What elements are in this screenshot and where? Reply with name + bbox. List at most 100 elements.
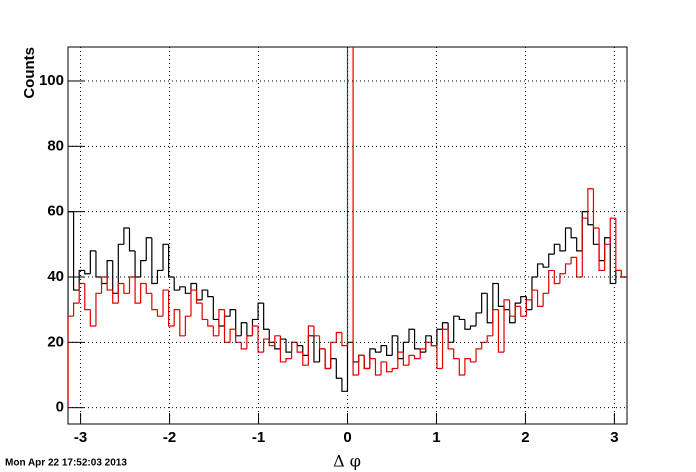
histogram-bin — [497, 283, 505, 307]
histogram-bin — [251, 325, 259, 336]
y-tick-label: 60 — [47, 203, 64, 220]
histogram-bin — [436, 328, 443, 346]
histogram-bin — [413, 329, 421, 350]
histogram-bin — [268, 329, 275, 343]
histogram-bin — [156, 309, 164, 317]
y-tick-label: 0 — [56, 399, 64, 416]
histogram-bin — [263, 338, 270, 353]
histogram-bin — [218, 319, 225, 327]
histogram-bin — [402, 352, 409, 366]
histogram-bin — [201, 303, 208, 321]
histogram-bin — [453, 315, 460, 343]
y-tick-label: 80 — [47, 137, 64, 154]
x-tick-label: -1 — [252, 429, 265, 446]
y-tick-label: 20 — [47, 333, 64, 350]
histogram-bin — [257, 325, 264, 353]
histogram-bin — [352, 47, 359, 376]
histogram-bin — [553, 243, 560, 255]
histogram-bin — [564, 263, 572, 274]
y-tick-label: 40 — [47, 268, 64, 285]
histogram-bin — [145, 237, 152, 261]
histogram-bin — [581, 217, 588, 277]
histogram-bin — [84, 283, 91, 311]
histogram-bin — [531, 276, 538, 310]
histogram-bin — [391, 335, 398, 356]
histogram-bin — [307, 335, 314, 356]
histogram-bin — [346, 47, 349, 346]
histogram-bin — [486, 335, 493, 343]
histogram-bin — [458, 358, 465, 376]
histogram-bin — [117, 282, 124, 304]
histogram-bin — [68, 315, 74, 408]
histogram-bin — [358, 354, 365, 375]
histogram-bin — [296, 342, 303, 353]
histogram-bin — [520, 295, 527, 304]
histogram-bin — [542, 263, 549, 268]
histogram-bin — [408, 328, 415, 343]
histogram-bin — [548, 253, 555, 268]
histogram-bin — [201, 289, 208, 300]
histogram-bin — [413, 355, 421, 360]
histogram-bin — [335, 358, 342, 379]
histogram-bin — [570, 227, 577, 239]
histogram-bin — [207, 319, 214, 327]
histogram-bin — [78, 269, 85, 291]
x-tick-label: 2 — [521, 429, 529, 446]
histogram-bin — [89, 250, 96, 274]
histogram-bin — [520, 306, 527, 317]
histogram-bin — [548, 269, 555, 294]
histogram-bin — [285, 339, 292, 353]
histogram-bin — [89, 309, 96, 327]
histogram-bin — [330, 358, 337, 369]
histogram-bin — [168, 290, 175, 327]
histogram-bin — [318, 348, 326, 362]
histogram-bin — [380, 361, 387, 375]
histogram-bin — [492, 282, 499, 323]
histogram-bin — [140, 282, 147, 304]
histogram-bin — [441, 328, 449, 369]
histogram-bin — [592, 188, 600, 229]
histogram-bin — [279, 338, 287, 349]
histogram-bin — [374, 358, 382, 376]
histogram-bin — [72, 211, 80, 291]
histogram-bin — [604, 243, 611, 271]
x-tick-label: -2 — [163, 429, 176, 446]
plot-area — [68, 47, 627, 408]
histogram-bin — [162, 243, 169, 271]
histogram-bin — [318, 335, 326, 350]
histogram-bin — [285, 358, 292, 362]
histogram-bin — [190, 282, 197, 294]
histogram-bin — [536, 290, 544, 307]
histogram-bin — [604, 237, 611, 261]
histogram-bin — [514, 305, 521, 317]
histogram-bin — [542, 292, 549, 307]
histogram-bin — [162, 289, 169, 317]
histogram-bin — [475, 348, 482, 362]
histogram-bin — [464, 319, 471, 330]
histogram-bin — [95, 250, 102, 278]
histogram-bin — [358, 354, 365, 362]
histogram-bin — [453, 348, 460, 360]
histogram-bin — [481, 292, 488, 313]
histogram-bin — [469, 325, 477, 330]
histogram-bin — [464, 358, 471, 375]
histogram-bin — [223, 315, 231, 326]
histogram-bin — [229, 328, 236, 343]
histogram-bin — [112, 260, 119, 294]
histogram-bin — [536, 263, 544, 277]
histogram-bin — [173, 309, 180, 326]
histogram-bin — [274, 342, 281, 350]
histogram-bin — [363, 355, 370, 370]
histogram-bin — [386, 345, 393, 356]
histogram-bin — [246, 335, 253, 349]
histogram-bin — [447, 329, 454, 350]
histogram-bin — [313, 335, 320, 363]
histogram-bin — [229, 309, 236, 317]
histogram-bin — [307, 325, 314, 366]
histogram-bin — [620, 270, 627, 278]
histogram-bin — [503, 306, 510, 311]
histogram-bin — [481, 341, 488, 349]
histogram-bin — [128, 227, 136, 252]
histogram-bin — [492, 309, 499, 336]
histogram-bin — [402, 341, 409, 359]
